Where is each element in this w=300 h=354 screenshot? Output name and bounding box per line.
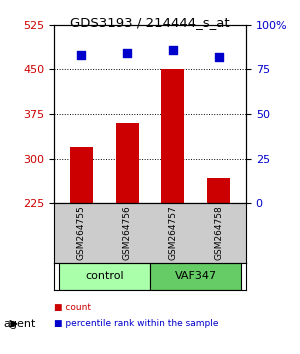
Text: ■ percentile rank within the sample: ■ percentile rank within the sample	[54, 319, 218, 329]
Point	[125, 51, 130, 56]
Point	[216, 54, 221, 60]
Point	[79, 52, 84, 58]
Text: GSM264755: GSM264755	[77, 205, 86, 260]
Text: agent: agent	[3, 319, 35, 329]
Text: GSM264757: GSM264757	[168, 205, 177, 260]
Text: GSM264756: GSM264756	[123, 205, 132, 260]
Bar	[161, 69, 184, 203]
Bar	[207, 178, 230, 203]
Text: GSM264758: GSM264758	[214, 205, 223, 260]
Text: ■ count: ■ count	[54, 303, 91, 313]
Text: control: control	[85, 272, 124, 281]
Point	[170, 47, 175, 53]
Bar	[116, 123, 139, 203]
FancyBboxPatch shape	[58, 263, 150, 290]
FancyBboxPatch shape	[150, 263, 242, 290]
Text: GDS3193 / 214444_s_at: GDS3193 / 214444_s_at	[70, 16, 230, 29]
Bar	[70, 147, 93, 203]
Text: VAF347: VAF347	[175, 272, 217, 281]
